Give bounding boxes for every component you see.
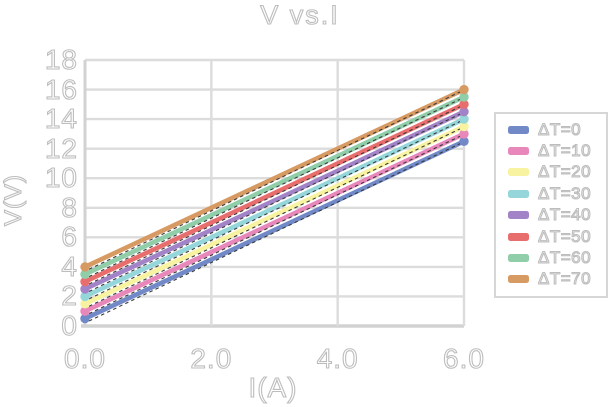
y-tick-label: 10 [44, 162, 78, 194]
legend-item: ΔT=0 [508, 119, 606, 140]
legend-item: ΔT=40 [508, 205, 606, 226]
legend: ΔT=0 ΔT=10 ΔT=20 ΔT=30 ΔT=40 ΔT=50 ΔT=60 ΔT=70 [494, 112, 608, 298]
legend-swatch [508, 254, 529, 263]
data-point-marker [459, 136, 469, 146]
series-line [82, 124, 467, 307]
series-line [82, 87, 467, 270]
data-point-marker [80, 262, 90, 272]
legend-swatch [508, 275, 529, 284]
legend-swatch [508, 125, 529, 134]
legend-label: ΔT=30 [537, 183, 592, 203]
series-dt-20 [80, 121, 469, 309]
legend-item: ΔT=50 [508, 226, 606, 247]
series-dt-40 [80, 107, 469, 294]
series-dt-10 [80, 129, 469, 316]
data-point-marker [459, 99, 469, 110]
x-tick-label: 6.0 [442, 343, 485, 374]
data-point-marker [459, 121, 469, 132]
legend-item: ΔT=20 [508, 162, 606, 183]
trendline-dashed [88, 135, 461, 315]
legend-swatch [508, 211, 529, 220]
series-line [82, 116, 467, 299]
legend-label: ΔT=0 [537, 119, 582, 139]
series-dt-70 [80, 84, 469, 272]
data-point-marker [80, 313, 90, 324]
legend-swatch [508, 189, 529, 198]
series-dt-30 [80, 114, 469, 302]
legend-item: ΔT=70 [508, 269, 606, 290]
trendline-dashed [88, 143, 461, 322]
y-tick-label: 2 [61, 280, 78, 312]
y-tick-label: 14 [44, 103, 78, 135]
x-tick-label: 0.0 [63, 343, 106, 374]
legend-item: ΔT=30 [508, 183, 606, 204]
y-tick-label: 6 [61, 221, 78, 253]
trendline-dashed [88, 106, 461, 285]
legend-label: ΔT=70 [537, 269, 592, 289]
data-point-marker [459, 107, 469, 117]
legend-label: ΔT=40 [537, 205, 592, 225]
y-tick-label: 16 [44, 73, 78, 105]
trendline-dashed [88, 98, 461, 278]
data-point-marker [80, 284, 90, 294]
legend-label: ΔT=10 [537, 141, 592, 161]
data-point-marker [80, 306, 90, 316]
chart-title: V vs.I [260, 0, 340, 31]
legend-label: ΔT=60 [537, 247, 592, 268]
x-tick-label: 4.0 [316, 343, 359, 374]
series-line [82, 138, 467, 321]
series-dt-0 [80, 136, 469, 324]
legend-swatch [508, 232, 529, 241]
legend-swatch [508, 147, 529, 156]
data-point-marker [459, 92, 469, 102]
trendline-dashed [88, 121, 461, 300]
y-tick-label: 4 [61, 250, 78, 282]
series-line [82, 109, 467, 292]
data-point-marker [80, 291, 90, 302]
data-point-marker [459, 129, 469, 139]
legend-label: ΔT=20 [537, 162, 592, 182]
x-axis-title: I(A) [248, 371, 298, 403]
data-point-marker [459, 114, 469, 124]
data-point-marker [80, 269, 90, 279]
data-point-marker [459, 84, 469, 95]
legend-label: ΔT=50 [537, 226, 592, 246]
series-line [82, 131, 467, 314]
trendline-dashed [88, 113, 461, 292]
legend-item: ΔT=10 [508, 140, 606, 161]
series-dt-60 [80, 92, 469, 279]
series-dt-50 [80, 99, 469, 287]
x-tick-label: 2.0 [190, 343, 233, 374]
trendline-dashed [88, 128, 461, 307]
series-line [82, 102, 467, 284]
legend-swatch [508, 168, 529, 177]
data-point-marker [80, 299, 90, 309]
data-point-marker [80, 276, 90, 287]
y-tick-label: 0 [61, 310, 78, 341]
y-tick-label: 18 [44, 44, 78, 75]
trendline-dashed [88, 91, 461, 270]
legend-item: ΔT=60 [508, 247, 606, 268]
series-line [82, 94, 467, 277]
y-tick-label: 12 [44, 132, 78, 164]
y-tick-label: 8 [61, 191, 78, 223]
y-axis-title: V(V) [0, 173, 28, 226]
